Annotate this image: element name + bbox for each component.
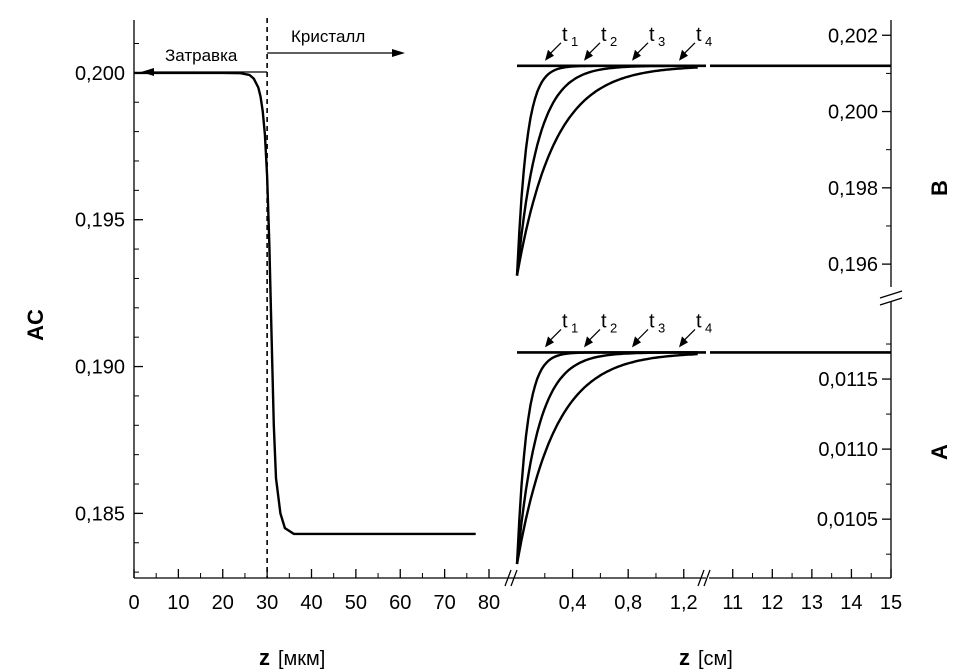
right-x-tick-label: 15: [880, 592, 902, 614]
left-x-tick-label: 10: [167, 592, 189, 614]
time-arrow-head: [584, 49, 593, 61]
crystal-label: Кристалл: [291, 27, 365, 46]
time-arrow-head: [545, 336, 554, 348]
concentration-curve: [134, 71, 476, 536]
time-label: t: [649, 310, 655, 332]
time-label-subscript: 3: [658, 34, 665, 49]
left-y-tick-label: 0,200: [75, 63, 125, 85]
seed-label: Затравка: [165, 46, 238, 65]
right-y-tick-label: 0,200: [828, 102, 878, 124]
time-arrow-head: [545, 49, 554, 61]
time-label-subscript: 2: [610, 34, 617, 49]
axis-titles: AC z [мкм] z [см] B A: [23, 180, 952, 670]
time-label: t: [649, 24, 655, 46]
growth-curve: [515, 64, 698, 276]
time-label: t: [562, 310, 568, 332]
x-axis-break-mark: [703, 569, 711, 587]
time-label-subscript: 2: [610, 320, 617, 335]
time-label-subscript: 4: [705, 320, 712, 335]
right-y-tick-label: 0,0110: [818, 439, 878, 461]
time-label-subscript: 1: [571, 320, 578, 335]
time-label: t: [601, 310, 607, 332]
time-arrow-head: [632, 336, 641, 348]
right-y-tick-label: 0,0115: [818, 369, 878, 391]
growth-curve: [515, 66, 698, 276]
x-axis-break-mark: [504, 569, 512, 587]
right-x-axis-unit: [см]: [698, 648, 733, 670]
left-y-tick-label: 0,190: [75, 357, 125, 379]
left-x-tick-label: 70: [434, 592, 456, 614]
left-x-tick-label: 0: [128, 592, 139, 614]
right-x-tick-label: 11: [722, 592, 743, 614]
right-y-tick-label: 0,196: [828, 254, 878, 276]
time-arrow-head: [679, 336, 688, 348]
right-x-tick-label: 0,8: [614, 592, 642, 614]
time-arrow-head: [632, 49, 641, 61]
time-label-subscript: 4: [705, 34, 712, 49]
growth-curve: [515, 351, 698, 565]
left-y-axis-title: AC: [23, 309, 48, 341]
right-x-tick-label: 12: [761, 592, 783, 614]
left-x-axis-title: z: [259, 645, 270, 670]
right-x-tick-label: 14: [840, 592, 862, 614]
panel-b-label: B: [927, 180, 952, 196]
left-x-tick-label: 60: [389, 592, 411, 614]
left-y-tick-label: 0,195: [75, 210, 125, 232]
right-y-tick-label: 0,0105: [817, 509, 878, 531]
left-x-tick-label: 30: [256, 592, 278, 614]
time-arrow-head: [584, 336, 593, 348]
left-y-tick-label: 0,185: [75, 503, 125, 525]
right-x-tick-label: 0,4: [559, 592, 587, 614]
y-axis-break-mark: [879, 290, 903, 299]
right-x-axis-title: z: [679, 645, 690, 670]
right-x-tick-label: 13: [801, 592, 823, 614]
right-y-tick-label: 0,198: [828, 178, 878, 200]
right-y-tick-label: 0,202: [828, 25, 878, 47]
left-x-tick-label: 40: [300, 592, 322, 614]
time-label: t: [562, 24, 568, 46]
time-arrow-head: [679, 49, 688, 61]
time-label: t: [601, 24, 607, 46]
panel-a-label: A: [927, 444, 952, 460]
crystal-arrow-head: [392, 49, 405, 57]
left-panel: 0,200 0,195 0,190 0,185 0 10 20 30 40 50 60 70 80 Зат…: [75, 18, 518, 614]
time-label: t: [696, 310, 702, 332]
time-label-subscript: 3: [658, 320, 665, 335]
x-axis-break-mark: [697, 569, 705, 587]
time-label: t: [696, 24, 702, 46]
right-panel: 0,4 0,8 1,2 11 12 13 14 150,2020,2000,1980,196t…: [511, 20, 903, 614]
left-x-tick-label: 20: [212, 592, 234, 614]
growth-curve: [515, 352, 698, 565]
left-x-tick-label: 80: [478, 592, 500, 614]
right-x-tick-label: 1,2: [670, 592, 698, 614]
left-x-axis-unit: [мкм]: [278, 648, 325, 670]
time-label-subscript: 1: [571, 34, 578, 49]
left-x-tick-label: 50: [345, 592, 367, 614]
y-axis-break-mark: [879, 297, 903, 306]
